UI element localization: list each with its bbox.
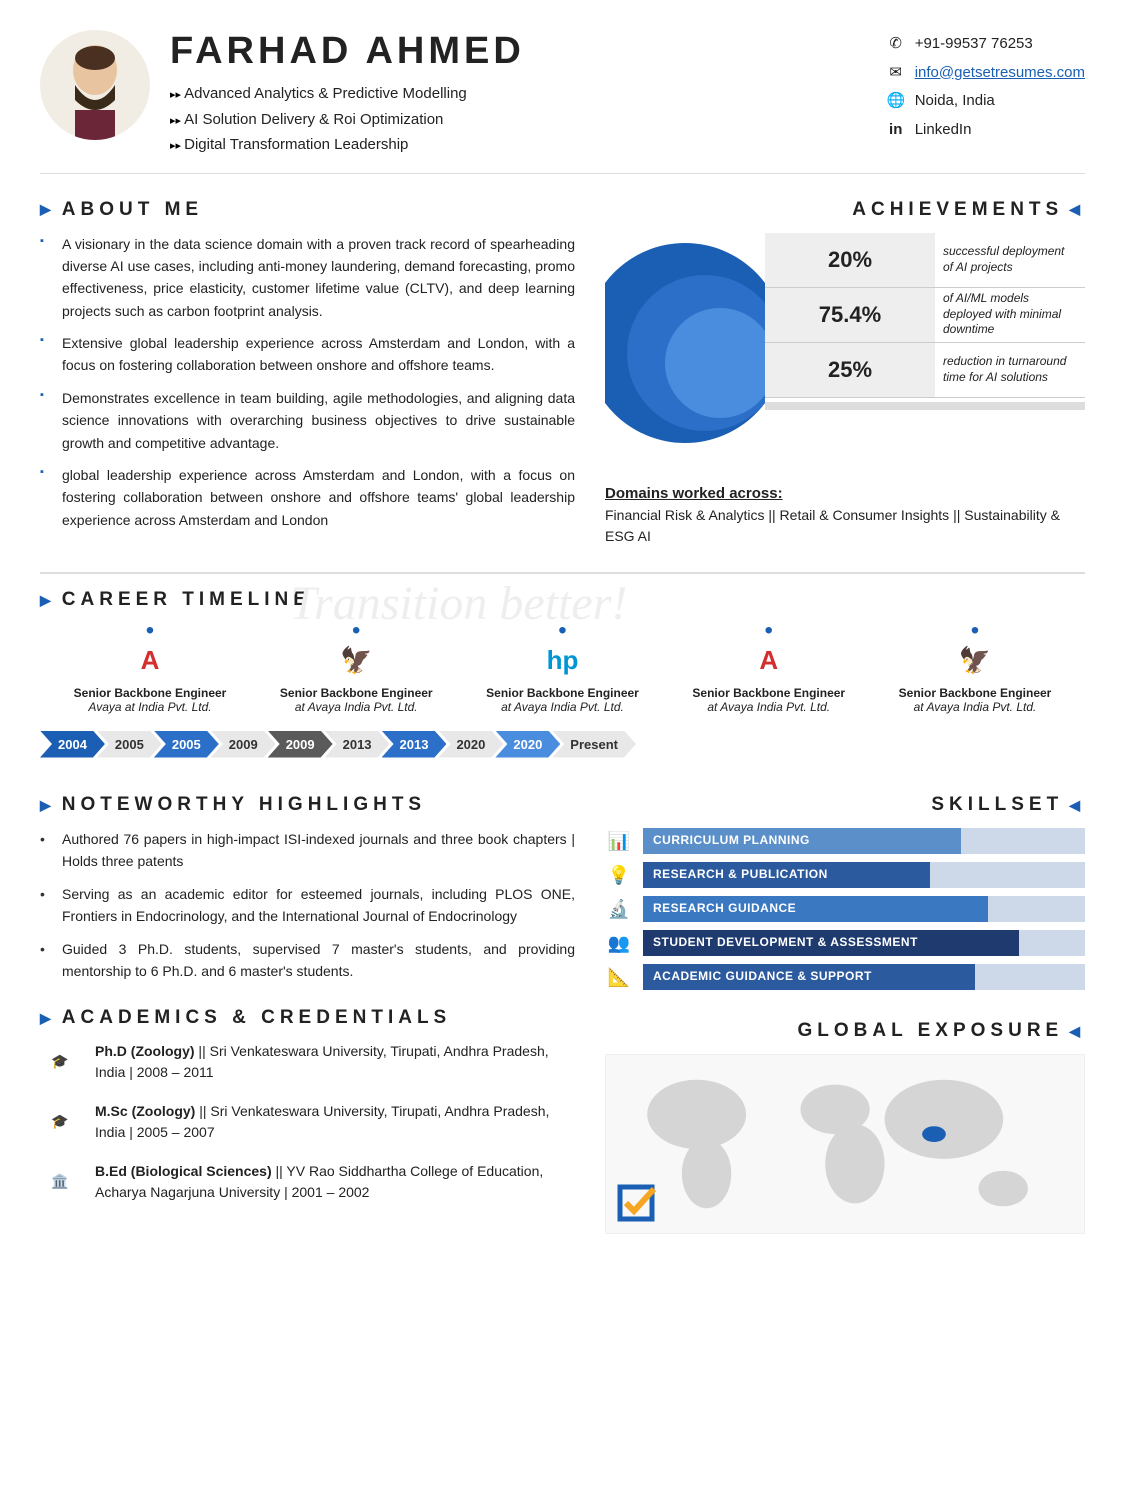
timeline-segment: 2009 [268, 731, 333, 758]
skill-icon: 🔬 [605, 896, 633, 922]
timeline-segment: 2005 [154, 731, 219, 758]
linkedin: LinkedIn [915, 116, 972, 145]
about-item: Demonstrates excellence in team building… [40, 387, 575, 454]
name: FARHAD AHMED [170, 30, 525, 73]
academics-heading: ▶ACADEMICS & CREDENTIALS [40, 1007, 575, 1029]
avatar [40, 30, 150, 140]
achievements-heading: ACHIEVEMENTS◀ [605, 199, 1085, 221]
about-list: A visionary in the data science domain w… [40, 233, 575, 532]
timeline-segment: 2009 [211, 731, 276, 758]
skill-row: 📐ACADEMIC GUIDANCE & SUPPORT [605, 964, 1085, 990]
about-item: global leadership experience across Amst… [40, 464, 575, 531]
edu-icon: 🎓 [40, 1101, 80, 1141]
contact: ✆ +91-99537 76253 ✉ info@getsetresumes.com… [887, 30, 1085, 144]
location: Noida, India [915, 87, 995, 116]
global-heading: GLOBAL EXPOSURE◀ [605, 1020, 1085, 1042]
edu-icon: 🏛️ [40, 1161, 80, 1201]
timeline-segment: 2013 [382, 731, 447, 758]
skill-icon: 💡 [605, 862, 633, 888]
ach-pct: 75.4% [765, 288, 935, 342]
skill-row: 🔬RESEARCH GUIDANCE [605, 896, 1085, 922]
education-item: 🎓Ph.D (Zoology) || Sri Venkateswara Univ… [40, 1041, 575, 1083]
about-item: A visionary in the data science domain w… [40, 233, 575, 323]
ach-txt: of AI/ML models deployed with minimal do… [935, 291, 1085, 338]
ach-txt: reduction in turnaround time for AI solu… [935, 354, 1085, 385]
ach-txt: successful deployment of AI projects [935, 244, 1085, 275]
ach-pct: 25% [765, 343, 935, 397]
tagline: Digital Transformation Leadership [170, 132, 525, 158]
timeline-item: ASenior Backbone EngineerAvaya at India … [60, 626, 240, 714]
triangle-icon: ◀ [1069, 797, 1085, 814]
email-icon: ✉ [887, 59, 905, 88]
timeline-item: ASenior Backbone Engineerat Avaya India … [679, 626, 859, 714]
triangle-icon: ▶ [40, 201, 56, 218]
skill-row: 👥STUDENT DEVELOPMENT & ASSESSMENT [605, 930, 1085, 956]
triangle-icon: ▶ [40, 1010, 56, 1027]
highlights-list: Authored 76 papers in high-impact ISI-in… [40, 828, 575, 982]
skill-icon: 📐 [605, 964, 633, 990]
tagline: AI Solution Delivery & Roi Optimization [170, 107, 525, 133]
highlight-item: Guided 3 Ph.D. students, supervised 7 ma… [40, 938, 575, 983]
timeline-item: 🦅Senior Backbone Engineerat Avaya India … [885, 626, 1065, 714]
skill-icon: 👥 [605, 930, 633, 956]
world-map [605, 1054, 1085, 1234]
skills: 📊CURRICULUM PLANNING 💡RESEARCH & PUBLICAT… [605, 828, 1085, 990]
triangle-icon: ▶ [40, 797, 56, 814]
phone-icon: ✆ [887, 30, 905, 59]
highlights-heading: ▶NOTEWORTHY HIGHLIGHTS [40, 794, 575, 816]
highlight-item: Authored 76 papers in high-impact ISI-in… [40, 828, 575, 873]
phone: +91-99537 76253 [915, 30, 1033, 59]
tagline: Advanced Analytics & Predictive Modellin… [170, 81, 525, 107]
header: FARHAD AHMED Advanced Analytics & Predic… [40, 30, 1085, 174]
title-block: FARHAD AHMED Advanced Analytics & Predic… [170, 30, 525, 158]
timeline-segment: 2013 [325, 731, 390, 758]
timeline: Transition better! ASenior Backbone Engi… [40, 626, 1085, 759]
timeline-segment: 2005 [97, 731, 162, 758]
globe-icon: 🌐 [887, 87, 905, 116]
timeline-segment: 2020 [438, 731, 503, 758]
skill-row: 💡RESEARCH & PUBLICATION [605, 862, 1085, 888]
taglines: Advanced Analytics & Predictive Modellin… [170, 81, 525, 158]
triangle-icon: ◀ [1069, 201, 1085, 218]
skillset-heading: SKILLSET◀ [605, 794, 1085, 816]
highlight-item: Serving as an academic editor for esteem… [40, 883, 575, 928]
achievements-chart: 20%successful deployment of AI projects … [605, 233, 1085, 458]
triangle-icon: ▶ [40, 592, 56, 609]
skill-row: 📊CURRICULUM PLANNING [605, 828, 1085, 854]
timeline-segment: 2004 [40, 731, 105, 758]
triangle-icon: ◀ [1069, 1023, 1085, 1040]
about-item: Extensive global leadership experience a… [40, 332, 575, 377]
timeline-segment: 2020 [495, 731, 560, 758]
timeline-heading: ▶CAREER TIMELINE [40, 589, 1085, 611]
timeline-item: 🦅Senior Backbone Engineerat Avaya India … [266, 626, 446, 714]
education-item: 🏛️B.Ed (Biological Sciences) || YV Rao S… [40, 1161, 575, 1203]
education-item: 🎓M.Sc (Zoology) || Sri Venkateswara Univ… [40, 1101, 575, 1143]
linkedin-icon: in [887, 116, 905, 145]
email-link[interactable]: info@getsetresumes.com [915, 59, 1085, 88]
check-icon [616, 1183, 656, 1223]
edu-icon: 🎓 [40, 1041, 80, 1081]
about-heading: ▶ABOUT ME [40, 199, 575, 221]
domains: Domains worked across:Financial Risk & A… [605, 483, 1085, 548]
timeline-segment: Present [552, 731, 636, 758]
timeline-item: hpSenior Backbone Engineerat Avaya India… [473, 626, 653, 714]
ach-pct: 20% [765, 233, 935, 287]
skill-icon: 📊 [605, 828, 633, 854]
